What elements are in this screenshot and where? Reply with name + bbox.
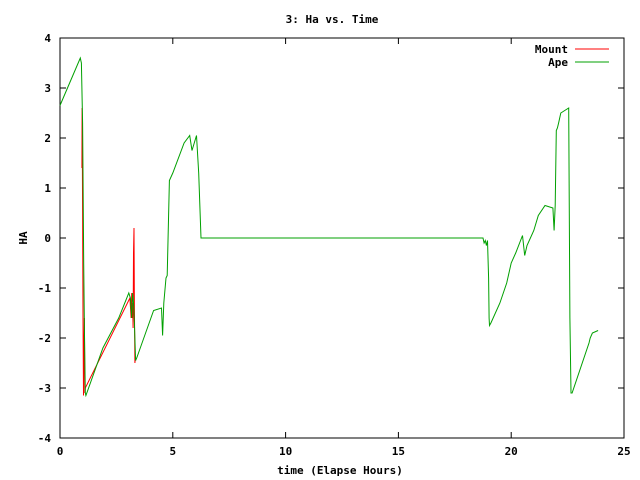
x-axis-label: time (Elapse Hours) [277,464,403,477]
y-tick-label: -2 [38,332,51,345]
chart-title: 3: Ha vs. Time [286,13,379,26]
x-tick-label: 5 [169,445,176,458]
y-tick-label: 4 [44,32,51,45]
plot-area: 0 5 10 15 20 25 -4 -3 -2 -1 0 1 2 3 4 [38,32,631,458]
y-tick-label: 0 [44,232,51,245]
legend-label-mount: Mount [535,43,568,56]
x-tick-label: 15 [392,445,405,458]
y-tick-label: 2 [44,132,51,145]
legend-label-ape: Ape [548,56,568,69]
y-axis-label: HA [17,231,30,245]
x-tick-label: 25 [617,445,630,458]
y-tick-label: -4 [38,432,52,445]
y-tick-label: -3 [38,382,51,395]
x-tick-label: 10 [279,445,292,458]
y-tick-label: 3 [44,82,51,95]
y-tick-label: 1 [44,182,51,195]
series-line-ape [59,56,599,398]
series-line-mount [81,107,136,396]
y-tick-label: -1 [38,282,52,295]
x-tick-label: 20 [505,445,518,458]
x-tick-label: 0 [57,445,64,458]
